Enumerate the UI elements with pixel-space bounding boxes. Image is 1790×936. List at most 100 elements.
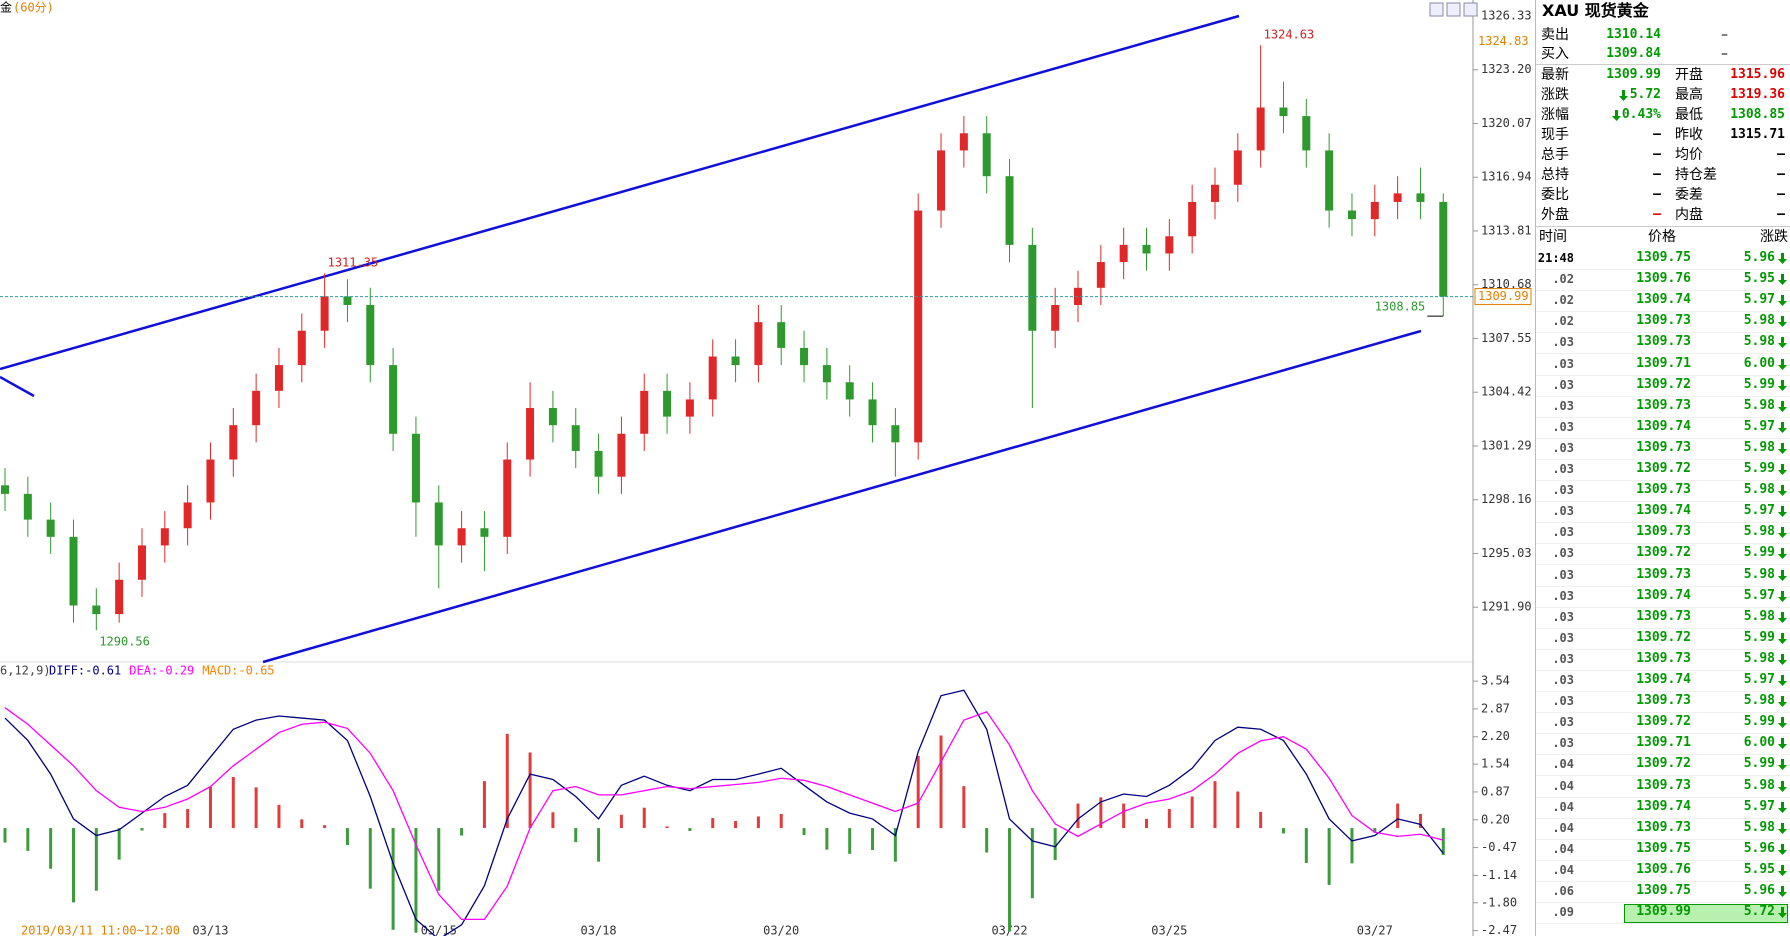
row-line — [1536, 416, 1790, 418]
row-line — [1536, 902, 1790, 903]
tick-time: .04 — [1552, 799, 1574, 814]
tick-time: .09 — [1552, 905, 1574, 920]
candle-body — [343, 296, 352, 305]
macd-bar — [1190, 796, 1194, 829]
tick-price: 1309.73 — [1636, 524, 1691, 540]
last-price-label: 1309.99 — [1478, 289, 1529, 303]
macd-bar — [277, 804, 281, 829]
candle-body — [571, 425, 580, 451]
candle-body — [46, 519, 55, 537]
candle-body — [1439, 201, 1448, 297]
candle-body — [1325, 150, 1334, 211]
tick-time: .03 — [1552, 419, 1574, 434]
macd-bar — [437, 828, 441, 891]
down-arrow — [1778, 400, 1787, 412]
candle-body — [754, 322, 763, 366]
macd-line — [4, 689, 1444, 936]
stat-label: 总持 — [1541, 167, 1569, 183]
macd-line — [4, 707, 1444, 921]
down-arrow — [1778, 590, 1787, 602]
down-arrow — [1778, 675, 1787, 686]
stat-label: 最低 — [1675, 107, 1703, 123]
tick-time: .02 — [1552, 314, 1574, 329]
down-arrow — [1778, 527, 1787, 539]
macd-bar — [711, 818, 715, 829]
candle-body — [1256, 107, 1265, 151]
row-line — [1536, 817, 1790, 819]
y-tick-label: 1298.16 — [1481, 492, 1532, 506]
toolbar-button[interactable] — [1446, 2, 1461, 17]
candle-body — [297, 330, 306, 366]
candle-body — [411, 433, 420, 503]
y-tick-label: 1313.81 — [1481, 223, 1532, 237]
down-arrow — [1778, 379, 1787, 391]
x-tick-label: 03/20 — [763, 924, 799, 936]
tick-price: 1309.72 — [1636, 545, 1691, 561]
down-arrow — [1778, 886, 1787, 897]
macd-bar — [231, 776, 235, 829]
candle-body — [389, 365, 398, 434]
tick-change: 5.98 — [1743, 693, 1775, 709]
stat-label: 总手 — [1541, 147, 1569, 163]
candle-body — [229, 425, 238, 460]
macd-bar — [1167, 808, 1171, 829]
y-tick-label: 2.87 — [1481, 701, 1510, 715]
tick-price: 1309.74 — [1636, 587, 1691, 603]
row-line — [1536, 648, 1790, 650]
y-tick-label: 0.20 — [1481, 812, 1510, 826]
tick-change: 5.97 — [1743, 798, 1775, 814]
tick-time: .03 — [1552, 398, 1574, 413]
quote-dash: – — [1721, 46, 1728, 62]
candle-body — [1233, 150, 1242, 185]
tick-change: 5.98 — [1743, 313, 1775, 329]
macd-bar — [1213, 781, 1217, 829]
row-line — [1536, 437, 1790, 439]
row-line — [1536, 564, 1790, 566]
macd-bar — [528, 752, 532, 829]
row-line — [1536, 880, 1790, 882]
stat-label: 开盘 — [1675, 67, 1703, 83]
tick-change: 5.99 — [1743, 461, 1775, 476]
tick-change: 6.00 — [1743, 355, 1775, 371]
stat-label: 内盘 — [1675, 207, 1703, 223]
tick-price: 1309.73 — [1636, 819, 1691, 835]
toolbar-button[interactable] — [1463, 2, 1478, 17]
y-tick-label: 1291.90 — [1481, 600, 1532, 614]
down-arrow — [1778, 442, 1787, 454]
stat-value: – — [1653, 207, 1661, 222]
stat-value: 1309.99 — [1606, 67, 1661, 82]
candle-body — [1210, 184, 1219, 202]
row-line — [1536, 754, 1790, 756]
candle-body — [1028, 244, 1037, 331]
tick-price: 1309.74 — [1636, 798, 1691, 814]
stat-value: – — [1653, 147, 1661, 162]
macd-bar — [1259, 811, 1263, 829]
macd-bar — [1373, 828, 1377, 833]
candle-body — [868, 399, 877, 426]
candle-body — [1279, 107, 1288, 117]
candle-body — [1, 485, 9, 494]
high-annotation: 1324.63 — [1264, 28, 1315, 42]
toolbar-button[interactable] — [1429, 2, 1444, 17]
candle-body — [1302, 116, 1311, 151]
tick-time: .03 — [1552, 462, 1574, 476]
tick-price: 1309.73 — [1636, 650, 1691, 666]
macd-bar — [1236, 791, 1240, 829]
tick-time: .03 — [1552, 588, 1574, 603]
tick-time: .03 — [1552, 377, 1574, 392]
down-arrow — [1778, 274, 1787, 286]
y-tick-label: 1304.42 — [1481, 385, 1532, 399]
stat-label: 外盘 — [1541, 207, 1569, 223]
row-line — [1536, 501, 1790, 503]
stat-value: – — [1653, 127, 1661, 142]
candle-body — [457, 528, 466, 546]
chart-area: 金 (60分) 6,12,9) 2019/03/11 11:00~12:00 1… — [0, 0, 1532, 936]
stat-label: 委差 — [1675, 187, 1703, 203]
candle-body — [23, 493, 32, 520]
down-arrow — [1778, 738, 1787, 750]
macd-bar — [1350, 828, 1354, 864]
down-arrow — [1778, 759, 1787, 771]
stat-value: – — [1653, 167, 1661, 182]
quote-title: XAU 现货黄金 — [1542, 1, 1649, 20]
down-arrow — [1778, 337, 1787, 349]
